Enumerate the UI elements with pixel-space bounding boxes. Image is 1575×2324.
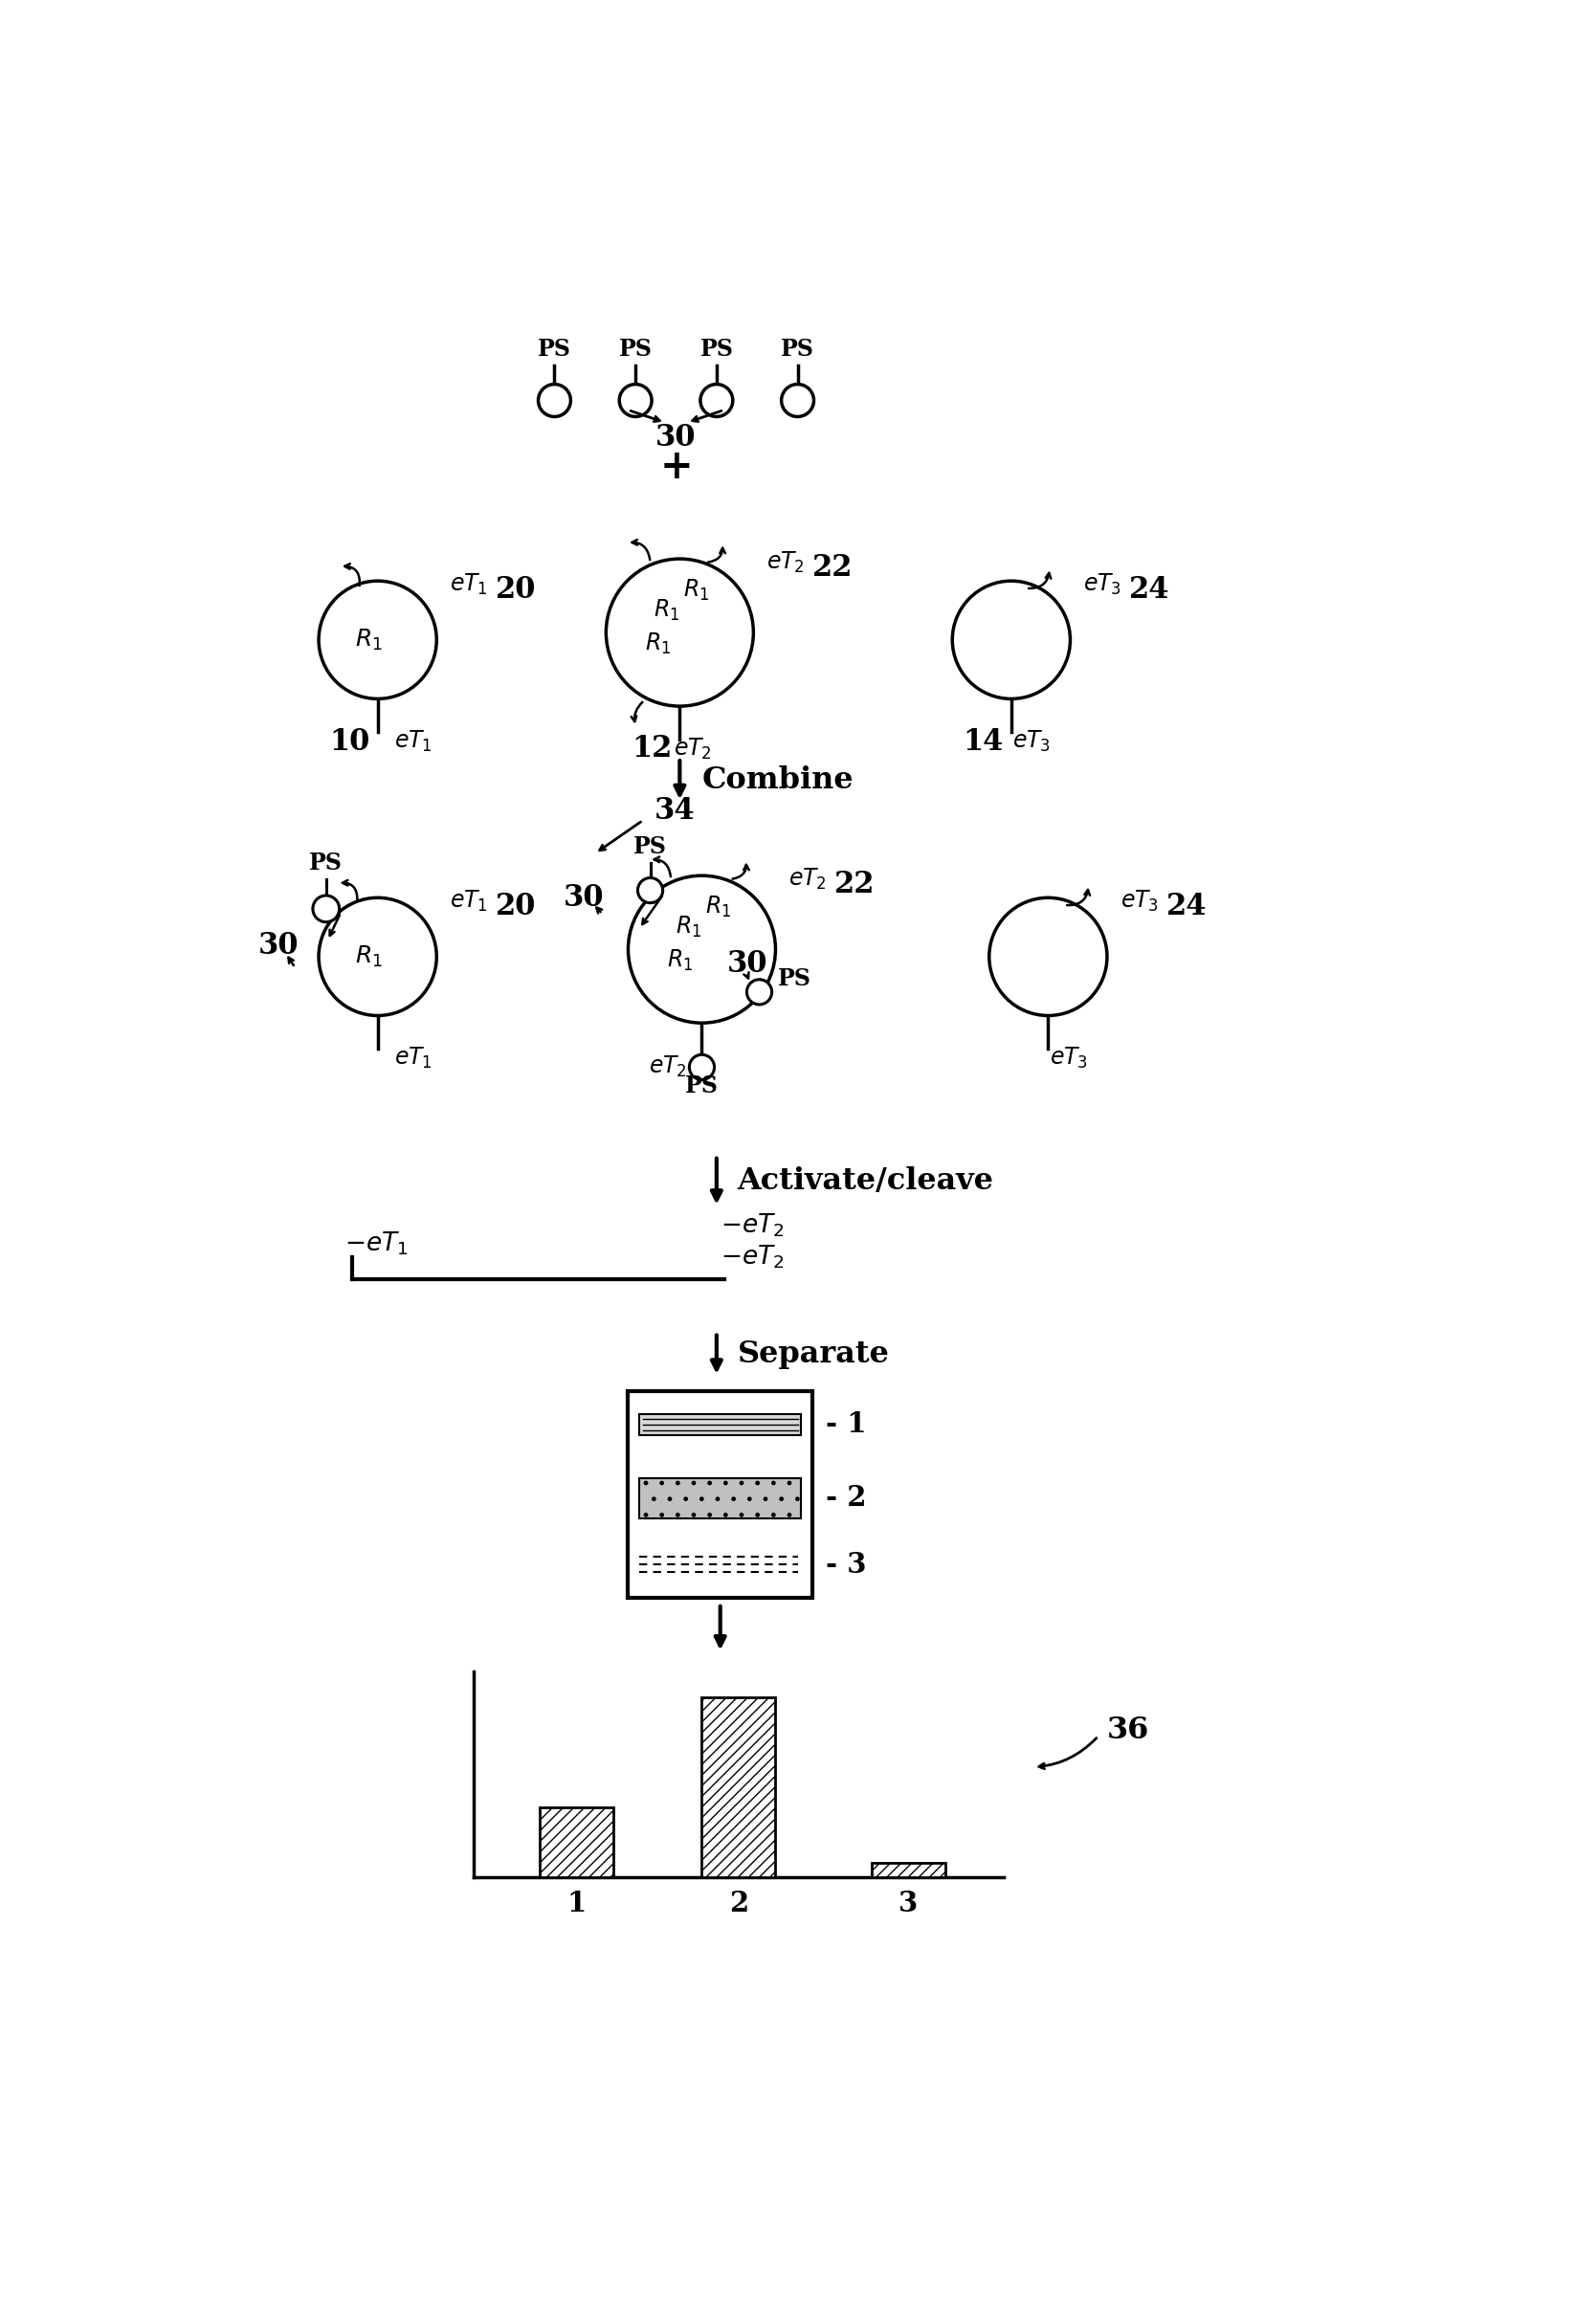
Circle shape [953, 581, 1071, 700]
Text: PS: PS [685, 1074, 718, 1097]
Text: 1: 1 [567, 1889, 586, 1917]
Text: $eT_1$: $eT_1$ [450, 888, 488, 913]
Circle shape [638, 878, 663, 904]
Text: $eT_3$: $eT_3$ [1120, 888, 1159, 913]
Bar [871, 1864, 945, 1878]
Text: $eT_3$: $eT_3$ [1013, 730, 1051, 753]
Text: $R_1$: $R_1$ [676, 916, 701, 939]
Text: - 3: - 3 [825, 1550, 866, 1578]
Text: Separate: Separate [737, 1339, 890, 1369]
Text: 34: 34 [654, 795, 695, 825]
Text: $-eT_1$: $-eT_1$ [345, 1229, 408, 1257]
Circle shape [747, 978, 772, 1004]
Text: 30: 30 [728, 948, 769, 978]
Text: 14: 14 [962, 727, 1003, 755]
Circle shape [690, 1055, 715, 1081]
Circle shape [989, 897, 1107, 1016]
Text: PS: PS [309, 853, 343, 874]
Text: 2: 2 [729, 1889, 748, 1917]
Bar [628, 1392, 813, 1597]
Text: 30: 30 [564, 883, 605, 913]
Bar [632, 1555, 808, 1576]
Text: $eT_1$: $eT_1$ [450, 572, 488, 597]
Text: $eT_2$: $eT_2$ [789, 867, 827, 892]
Text: 20: 20 [496, 574, 536, 604]
Circle shape [539, 383, 570, 416]
Text: $-eT_2$: $-eT_2$ [720, 1243, 784, 1271]
Text: $R_1$: $R_1$ [644, 632, 671, 655]
Text: $-eT_2$: $-eT_2$ [720, 1211, 784, 1239]
Text: - 1: - 1 [825, 1411, 866, 1439]
Text: $R_1$: $R_1$ [706, 895, 731, 918]
Text: $R_1$: $R_1$ [666, 948, 693, 974]
Circle shape [628, 876, 775, 1023]
Text: 3: 3 [898, 1889, 918, 1917]
Text: 12: 12 [632, 734, 673, 765]
Text: 22: 22 [813, 553, 854, 583]
Text: $R_1$: $R_1$ [654, 597, 679, 623]
Circle shape [313, 895, 339, 923]
Text: - 2: - 2 [825, 1485, 866, 1513]
Text: PS: PS [699, 337, 734, 360]
Text: PS: PS [537, 337, 572, 360]
Text: PS: PS [619, 337, 652, 360]
Text: $eT_2$: $eT_2$ [649, 1055, 687, 1081]
Bar [639, 1415, 802, 1434]
Text: $R_1$: $R_1$ [354, 627, 383, 653]
Circle shape [606, 558, 753, 706]
Text: $R_1$: $R_1$ [354, 944, 383, 969]
Text: 20: 20 [496, 892, 536, 920]
Text: PS: PS [778, 967, 811, 990]
Text: PS: PS [633, 837, 666, 858]
Text: Activate/cleave: Activate/cleave [737, 1167, 994, 1197]
Text: 22: 22 [835, 869, 876, 899]
Text: 30: 30 [258, 932, 299, 960]
Text: $eT_2$: $eT_2$ [767, 551, 805, 574]
Text: $eT_1$: $eT_1$ [394, 730, 432, 753]
Text: 36: 36 [1107, 1715, 1150, 1745]
Circle shape [781, 383, 814, 416]
Circle shape [318, 897, 436, 1016]
Text: 24: 24 [1166, 892, 1206, 920]
Text: 24: 24 [1129, 574, 1170, 604]
Text: $R_1$: $R_1$ [684, 576, 709, 602]
Circle shape [318, 581, 436, 700]
Text: 30: 30 [655, 423, 696, 453]
Text: $eT_3$: $eT_3$ [1084, 572, 1121, 597]
Text: +: + [660, 446, 693, 486]
Bar [639, 1478, 802, 1520]
Text: $eT_3$: $eT_3$ [1049, 1046, 1088, 1071]
Text: $eT_2$: $eT_2$ [674, 737, 712, 762]
Circle shape [701, 383, 732, 416]
Circle shape [619, 383, 652, 416]
Text: Combine: Combine [702, 765, 854, 795]
Bar [702, 1697, 775, 1878]
Bar [540, 1808, 613, 1878]
Text: $eT_1$: $eT_1$ [394, 1046, 432, 1071]
Text: PS: PS [781, 337, 814, 360]
Text: 10: 10 [329, 727, 370, 755]
